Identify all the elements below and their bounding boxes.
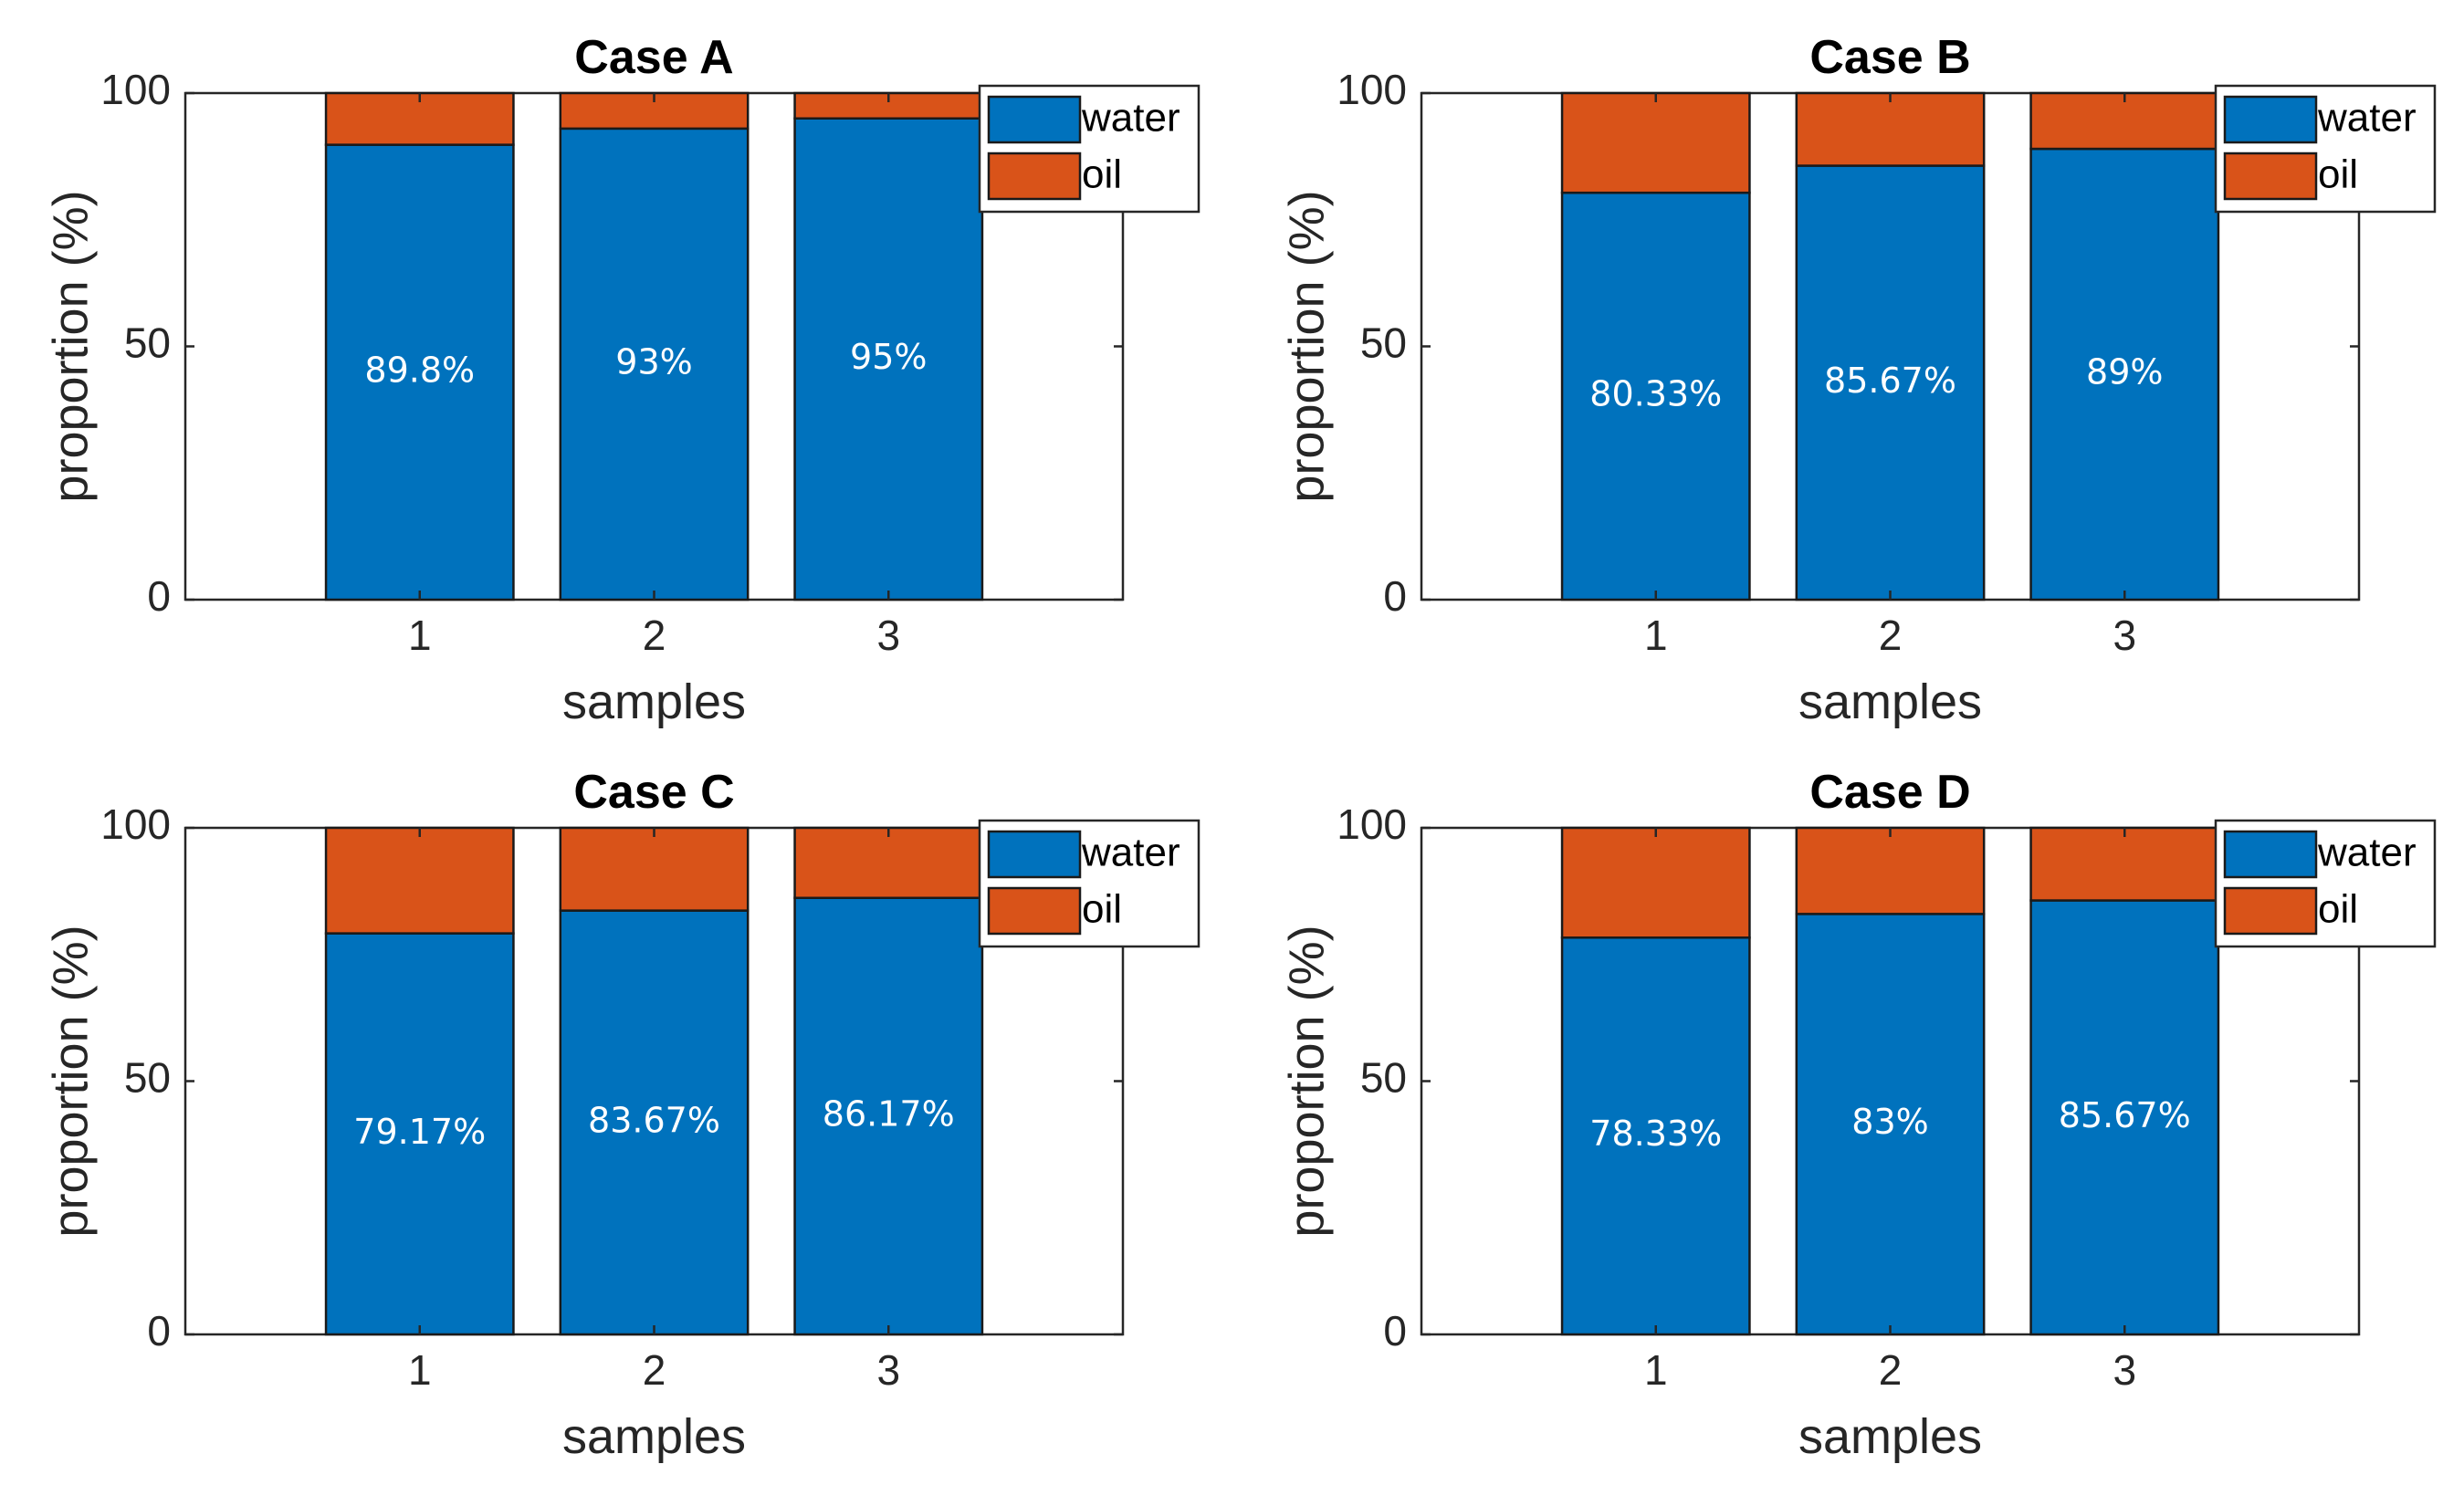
data-label: 93% — [615, 341, 692, 382]
x-tick-label: 1 — [1644, 1346, 1668, 1394]
legend-label-water: water — [2317, 831, 2417, 875]
y-tick-label: 50 — [124, 319, 171, 367]
data-label: 78.33% — [1589, 1114, 1722, 1154]
legend-swatch-water — [987, 830, 1082, 879]
y-axis-label: proportion (%) — [43, 925, 98, 1237]
x-tick-label: 2 — [643, 612, 666, 659]
data-label: 80.33% — [1589, 374, 1722, 414]
bar-water-sample-2 — [1795, 164, 1986, 601]
bar-water-sample-3 — [2029, 147, 2220, 601]
y-tick-label: 50 — [1360, 319, 1407, 367]
chart-case-c: 79.17% 83.67% 86.17% 0 50 100 1 2 3 samples propor… — [43, 766, 1201, 1464]
x-tick-label: 1 — [1644, 612, 1668, 659]
y-tick-label: 0 — [147, 572, 171, 620]
bar-water-sample-1 — [1560, 936, 1751, 1336]
x-tick-label: 2 — [1879, 612, 1903, 659]
bar-water-sample-3 — [793, 896, 984, 1336]
x-axis-label: samples — [1798, 675, 1982, 729]
y-axis-label: proportion (%) — [43, 190, 98, 502]
y-tick-label: 50 — [124, 1054, 171, 1102]
chart-case-d: 78.33% 83% 85.67% 0 50 100 1 2 3 samples proportio… — [1279, 766, 2437, 1464]
legend-swatch-oil — [987, 152, 1082, 201]
x-tick-label: 1 — [408, 612, 432, 659]
bar-oil-sample-1 — [1560, 91, 1751, 194]
legend[interactable]: water oil — [978, 819, 1201, 948]
y-tick-label: 50 — [1360, 1054, 1407, 1102]
bar-oil-sample-2 — [559, 826, 750, 912]
y-tick-label: 0 — [1383, 572, 1407, 620]
x-axis-label: samples — [1798, 1409, 1982, 1464]
legend-label-oil: oil — [2318, 887, 2358, 932]
legend-swatch-oil — [2223, 886, 2318, 936]
chart-case-b: 80.33% 85.67% 89% 0 50 100 1 2 3 samples proportio… — [1279, 31, 2437, 729]
data-label: 86.17% — [823, 1093, 955, 1134]
data-label: 85.67% — [2059, 1095, 2191, 1135]
bar-water-sample-2 — [559, 909, 750, 1336]
bar-water-sample-3 — [793, 117, 984, 601]
bar-water-sample-3 — [2029, 899, 2220, 1336]
chart-title: Case D — [1809, 766, 1970, 819]
bar-water-sample-1 — [1560, 191, 1751, 601]
x-tick-label: 3 — [876, 1346, 900, 1394]
legend-label-water: water — [1081, 96, 1180, 141]
bar-oil-sample-2 — [1795, 826, 1986, 915]
y-axis-label: proportion (%) — [1279, 925, 1334, 1237]
legend-label-water: water — [1081, 831, 1180, 875]
y-tick-label: 100 — [1337, 66, 1407, 113]
y-axis-label: proportion (%) — [1279, 190, 1334, 502]
x-axis-label: samples — [562, 675, 746, 729]
bar-oil-sample-3 — [2029, 91, 2220, 151]
x-tick-label: 3 — [876, 612, 900, 659]
legend-swatch-water — [987, 95, 1082, 144]
legend[interactable]: water oil — [2214, 84, 2437, 214]
bar-oil-sample-3 — [2029, 826, 2220, 902]
x-tick-label: 2 — [643, 1346, 666, 1394]
bar-oil-sample-2 — [1795, 91, 1986, 167]
x-axis-label: samples — [562, 1409, 746, 1464]
data-label: 89.8% — [364, 350, 475, 390]
bar-water-sample-1 — [324, 932, 515, 1336]
data-label: 95% — [850, 337, 927, 377]
legend[interactable]: water oil — [978, 84, 1201, 214]
x-tick-label: 1 — [408, 1346, 432, 1394]
legend[interactable]: water oil — [2214, 819, 2437, 948]
chart-title: Case C — [573, 766, 734, 819]
legend-label-water: water — [2317, 96, 2417, 141]
data-label: 83.67% — [588, 1100, 720, 1140]
chart-title: Case B — [1809, 31, 1970, 84]
legend-swatch-oil — [2223, 152, 2318, 201]
legend-swatch-water — [2223, 830, 2318, 879]
chart-case-a: 89.8% 93% 95% 0 50 100 1 2 3 samples proportion (%… — [43, 31, 1201, 729]
bar-oil-sample-3 — [793, 826, 984, 900]
bar-oil-sample-1 — [324, 826, 515, 935]
y-tick-label: 100 — [100, 66, 171, 113]
chart-title: Case A — [574, 31, 733, 84]
data-label: 89% — [2086, 352, 2163, 392]
x-tick-label: 3 — [2113, 612, 2136, 659]
legend-swatch-oil — [987, 886, 1082, 936]
y-tick-label: 0 — [1383, 1307, 1407, 1354]
x-tick-label: 3 — [2113, 1346, 2136, 1394]
y-tick-label: 100 — [1337, 800, 1407, 848]
y-tick-label: 100 — [100, 800, 171, 848]
data-label: 79.17% — [353, 1112, 486, 1152]
legend-swatch-water — [2223, 95, 2318, 144]
bar-water-sample-2 — [1795, 913, 1986, 1336]
y-tick-label: 0 — [147, 1307, 171, 1354]
legend-label-oil: oil — [1082, 887, 1122, 932]
x-tick-label: 2 — [1879, 1346, 1903, 1394]
legend-label-oil: oil — [1082, 152, 1122, 197]
bar-oil-sample-1 — [1560, 826, 1751, 939]
legend-label-oil: oil — [2318, 152, 2358, 197]
data-label: 83% — [1851, 1102, 1928, 1142]
data-label: 85.67% — [1824, 361, 1956, 401]
